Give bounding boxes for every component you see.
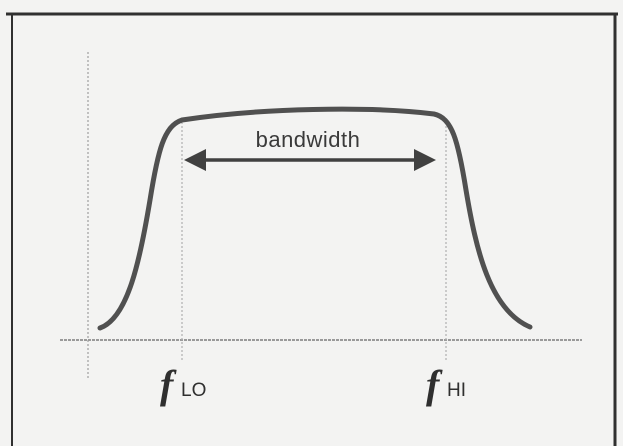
bandwidth-label: bandwidth <box>256 127 361 152</box>
frame-border <box>6 12 618 446</box>
arrowhead-left <box>184 149 206 171</box>
fhi-subscript: HI <box>447 380 466 401</box>
bandwidth-arrow <box>184 149 436 171</box>
arrowhead-right <box>414 149 436 171</box>
flo-symbol: f <box>160 362 177 407</box>
passband-curve <box>97 106 533 331</box>
fhi-label: f HI <box>426 362 466 407</box>
flo-subscript: LO <box>181 380 206 401</box>
flo-label: f LO <box>160 362 206 407</box>
fhi-symbol: f <box>426 362 443 407</box>
